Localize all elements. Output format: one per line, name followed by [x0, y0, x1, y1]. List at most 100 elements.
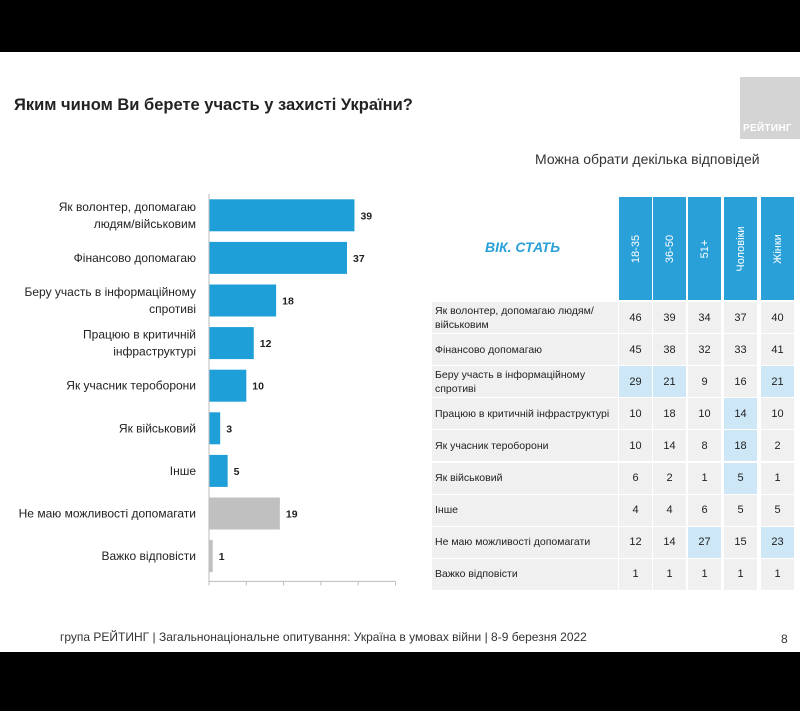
bar — [209, 327, 254, 360]
category-label: людям/військовим — [94, 217, 196, 231]
table-cell: 38 — [653, 334, 686, 366]
table-cell: 21 — [653, 366, 686, 398]
column-header: Чоловіки — [724, 197, 757, 300]
table-cell: 2 — [653, 462, 686, 494]
bar-value-label: 3 — [226, 423, 232, 435]
category-label: Беру участь в інформаційному — [24, 285, 196, 299]
logo-text: РЕЙТИНГ — [743, 123, 792, 134]
table-cell: 1 — [688, 462, 721, 494]
table-cell: 1 — [761, 558, 794, 590]
table-header-label: ВІК. СТАТЬ — [485, 239, 561, 255]
category-label: Як волонтер, допомагаю — [59, 200, 196, 214]
column-header-label: 36-50 — [663, 234, 676, 263]
bar-value-label: 5 — [234, 466, 240, 478]
row-label: Не маю можливості допомагати — [432, 526, 618, 558]
table-cell: 12 — [619, 526, 652, 558]
category-label: Працюю в критичній — [83, 328, 196, 342]
table-cell: 41 — [761, 334, 794, 366]
table-row: Працюю в критичній інфраструктурі 10 18 10 1… — [432, 398, 796, 430]
bar-value-label: 39 — [360, 210, 372, 222]
table-row: Як волонтер, допомагаю людям/військовим 4… — [432, 302, 796, 333]
table-row: Беру участь в інформаційному спротиві 29 2… — [432, 366, 796, 398]
table-cell: 18 — [724, 430, 757, 462]
table-cell: 18 — [653, 398, 686, 430]
table-cell: 1 — [724, 558, 757, 590]
table-cell: 4 — [653, 494, 686, 526]
category-label: Не маю можливості допомагати — [19, 507, 196, 521]
bar-value-label: 18 — [282, 296, 294, 308]
category-label: Інше — [170, 464, 197, 478]
table-cell: 4 — [619, 494, 652, 526]
table-cell: 21 — [761, 366, 794, 398]
table-cell: 10 — [761, 398, 794, 430]
footer: група РЕЙТИНГ | Загальнонаціональне опит… — [60, 630, 587, 644]
table-cell: 6 — [619, 462, 652, 494]
category-label: інфраструктурі — [113, 345, 196, 359]
table-row: Фінансово допомагаю 45 38 32 33 41 — [432, 334, 796, 366]
table-cell: 14 — [724, 398, 757, 430]
table-cell: 1 — [761, 462, 794, 494]
table-cell: 1 — [688, 558, 721, 590]
column-header-label: 18-35 — [629, 234, 642, 263]
bar — [209, 412, 221, 445]
table-cell: 34 — [688, 302, 721, 333]
column-header: Жінки — [761, 197, 794, 300]
table-cell: 14 — [653, 526, 686, 558]
page-title: Яким чином Ви берете участь у захисті Ук… — [14, 96, 413, 114]
table-row: Не маю можливості допомагати 12 14 27 15 23 — [432, 526, 796, 558]
table-cell: 1 — [653, 558, 686, 590]
table-cell: 29 — [619, 366, 652, 398]
table-cell: 2 — [761, 430, 794, 462]
table-cell: 40 — [761, 302, 794, 333]
category-label: Як військовий — [119, 421, 196, 435]
table-cell: 8 — [688, 430, 721, 462]
bar — [209, 284, 277, 317]
bar — [209, 369, 247, 402]
column-header-label: Жінки — [771, 233, 784, 264]
bar-chart: 39 Як волонтер, допомагаю людям/військовим… — [19, 194, 396, 586]
column-header: 36-50 — [653, 197, 686, 300]
bar — [209, 199, 355, 232]
table-row: Як військовий 6 2 1 5 1 — [432, 462, 796, 494]
row-label: Інше — [432, 494, 618, 526]
bar — [209, 540, 213, 573]
bar — [209, 454, 228, 487]
table-cell: 1 — [619, 558, 652, 590]
column-header-label: Чоловіки — [734, 225, 747, 272]
table-cell: 15 — [724, 526, 757, 558]
table-row: Як учасник тероборони 10 14 8 18 2 — [432, 430, 796, 462]
row-label: Як волонтер, допомагаю людям/військовим — [432, 302, 618, 333]
table-cell: 10 — [619, 398, 652, 430]
page-number: 8 — [781, 632, 788, 646]
row-label: Фінансово допомагаю — [432, 334, 618, 366]
row-label: Беру участь в інформаційному спротиві — [432, 366, 618, 398]
table-cell: 5 — [724, 494, 757, 526]
category-label: спротиві — [149, 302, 196, 316]
bar-value-label: 10 — [252, 381, 264, 393]
category-label: Важко відповісти — [101, 549, 196, 563]
table-cell: 5 — [761, 494, 794, 526]
column-header-label: 51+ — [698, 239, 711, 258]
table-cell: 45 — [619, 334, 652, 366]
category-label: Як учасник тероборони — [66, 379, 196, 393]
category-label: Фінансово допомагаю — [74, 251, 196, 265]
table-row: Важко відповісти 1 1 1 1 1 — [432, 558, 796, 590]
bar — [209, 497, 280, 530]
bar-value-label: 12 — [260, 338, 272, 350]
slide: Яким чином Ви берете участь у захисті Ук… — [0, 52, 800, 652]
row-label: Важко відповісти — [432, 558, 618, 590]
table-cell: 32 — [688, 334, 721, 366]
column-header: 51+ — [688, 197, 721, 300]
row-label: Як військовий — [432, 462, 618, 494]
bar-value-label: 19 — [286, 509, 298, 521]
subtitle: Можна обрати декілька відповідей — [535, 151, 760, 167]
row-label: Працюю в критичній інфраструктурі — [432, 398, 618, 430]
table-cell: 37 — [724, 302, 757, 333]
table-row: Інше 4 4 6 5 5 — [432, 494, 796, 526]
row-label: Як учасник тероборони — [432, 430, 618, 462]
table-cell: 9 — [688, 366, 721, 398]
rating-logo: РЕЙТИНГ — [740, 77, 800, 139]
table-cell: 5 — [724, 462, 757, 494]
column-header: 18-35 — [619, 197, 652, 300]
table-cell: 10 — [619, 430, 652, 462]
